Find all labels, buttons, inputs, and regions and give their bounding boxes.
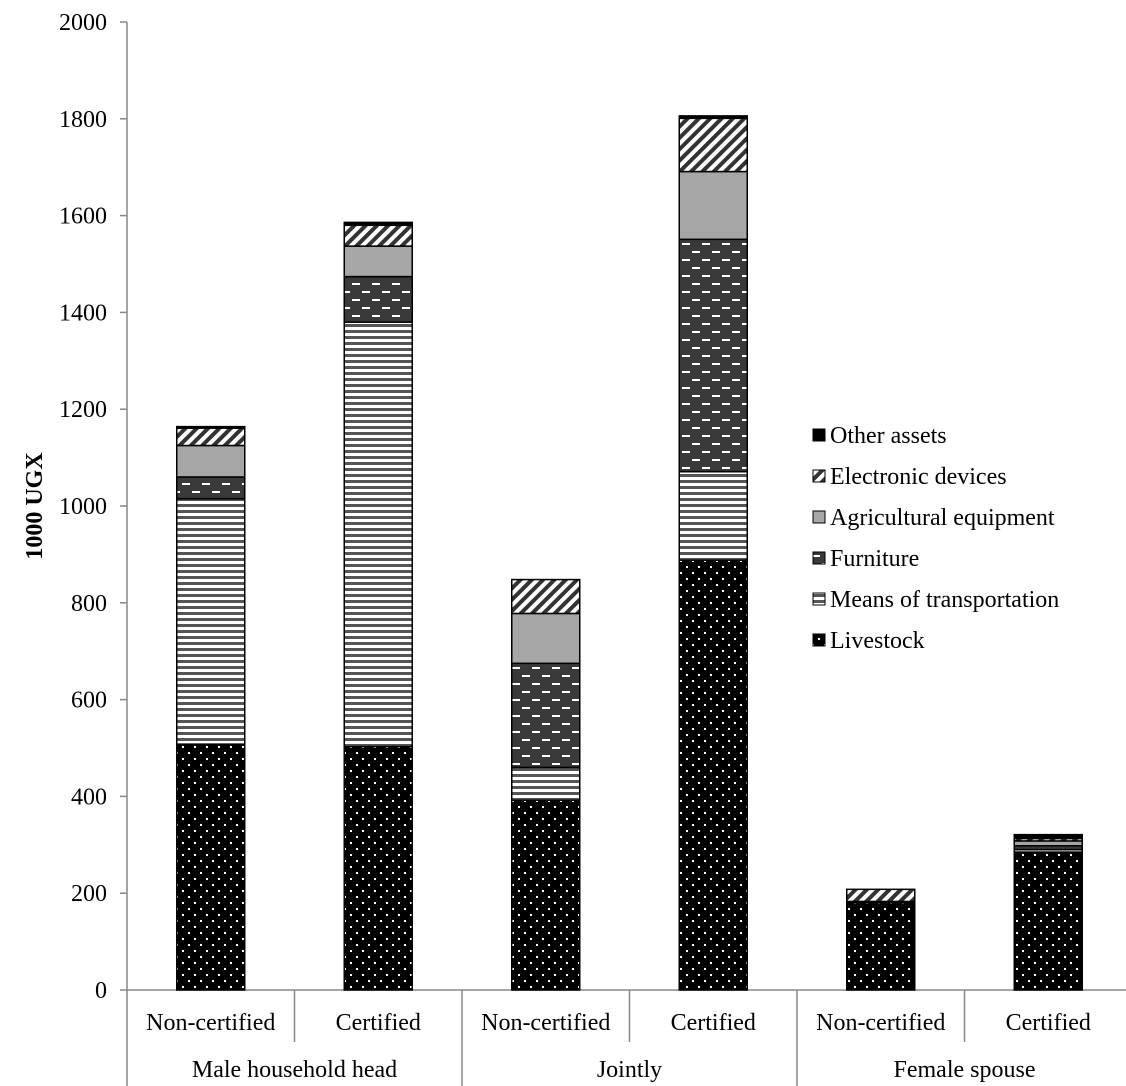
legend-swatch xyxy=(812,633,826,647)
y-tick-label: 1600 xyxy=(59,204,107,230)
x-group-label: Jointly xyxy=(597,1057,662,1083)
bar-segment-livestock xyxy=(846,902,916,991)
y-tick-label: 400 xyxy=(71,784,107,810)
legend-swatch xyxy=(812,469,826,483)
bar-segment-furniture xyxy=(678,238,748,473)
x-group-label: Male household head xyxy=(192,1057,397,1083)
bar-segment-electronic-devices xyxy=(511,578,581,615)
x-category-label: Certified xyxy=(1006,1010,1091,1036)
bar-segment-furniture xyxy=(343,275,413,323)
legend-label: Livestock xyxy=(830,628,925,654)
legend-swatch xyxy=(812,551,826,565)
y-tick-label: 2000 xyxy=(59,10,107,36)
y-tick-label: 0 xyxy=(95,978,107,1004)
bar-segment-means-of-transportation xyxy=(176,497,246,745)
y-axis-title: 1000 UGX xyxy=(22,452,48,560)
bar-segment-electronic-devices xyxy=(678,117,748,173)
bar-segment-other-assets xyxy=(176,425,246,429)
x-category-label: Non-certified xyxy=(816,1010,945,1036)
bar-segment-means-of-transportation xyxy=(678,470,748,561)
y-tick-label: 800 xyxy=(71,591,107,617)
x-category-label: Certified xyxy=(671,1010,756,1036)
x-category-label: Non-certified xyxy=(481,1010,610,1036)
bar-segment-livestock xyxy=(678,559,748,991)
x-group-label: Female spouse xyxy=(894,1057,1036,1083)
legend-swatch xyxy=(812,428,826,442)
y-tick-label: 200 xyxy=(71,881,107,907)
bar-segment-other-assets xyxy=(343,221,413,227)
bar-segment-means-of-transportation xyxy=(511,766,581,802)
bar-segment-agricultural-equipment xyxy=(343,245,413,278)
bars xyxy=(176,115,1083,991)
legend-label: Furniture xyxy=(830,546,919,572)
x-axis: Non-certified Certified Male household hea… xyxy=(126,989,1126,1086)
legend-label: Other assets xyxy=(830,423,947,449)
bar-segment-other-assets xyxy=(1013,833,1083,840)
bar-segment-agricultural-equipment xyxy=(511,612,581,665)
bar-segment-electronic-devices xyxy=(176,427,246,447)
x-category-label: Non-certified xyxy=(146,1010,275,1036)
y-tick-label: 1200 xyxy=(59,397,107,423)
bar-segment-means-of-transportation xyxy=(343,321,413,748)
y-tick-label: 1800 xyxy=(59,107,107,133)
legend-label: Means of transportation xyxy=(830,587,1059,613)
y-tick-label: 1000 xyxy=(59,494,107,520)
legend: Other assets Electronic devices Agricultur… xyxy=(812,423,1059,654)
bar-segment-electronic-devices xyxy=(343,224,413,247)
y-tick-label: 600 xyxy=(71,688,107,714)
bar-segment-electronic-devices xyxy=(846,888,916,903)
bar-segment-agricultural-equipment xyxy=(678,170,748,241)
bar-segment-livestock xyxy=(1013,851,1083,991)
bar-segment-agricultural-equipment xyxy=(176,444,246,478)
y-tick-label: 1400 xyxy=(59,300,107,326)
x-category-label: Certified xyxy=(336,1010,421,1036)
bar-segment-furniture xyxy=(176,476,246,500)
legend-label: Electronic devices xyxy=(830,464,1007,490)
bar-segment-other-assets xyxy=(678,115,748,120)
bar-segment-furniture xyxy=(511,662,581,769)
y-axis: 0 200 400 600 800 1000 1200 1400 1600 1800 2000 xyxy=(59,10,128,1004)
bar-segment-livestock xyxy=(343,745,413,991)
bar-segment-livestock xyxy=(176,743,246,991)
bar-segment-livestock xyxy=(511,799,581,991)
legend-label: Agricultural equipment xyxy=(830,505,1055,531)
legend-swatch xyxy=(812,510,826,524)
legend-swatch xyxy=(812,592,826,606)
